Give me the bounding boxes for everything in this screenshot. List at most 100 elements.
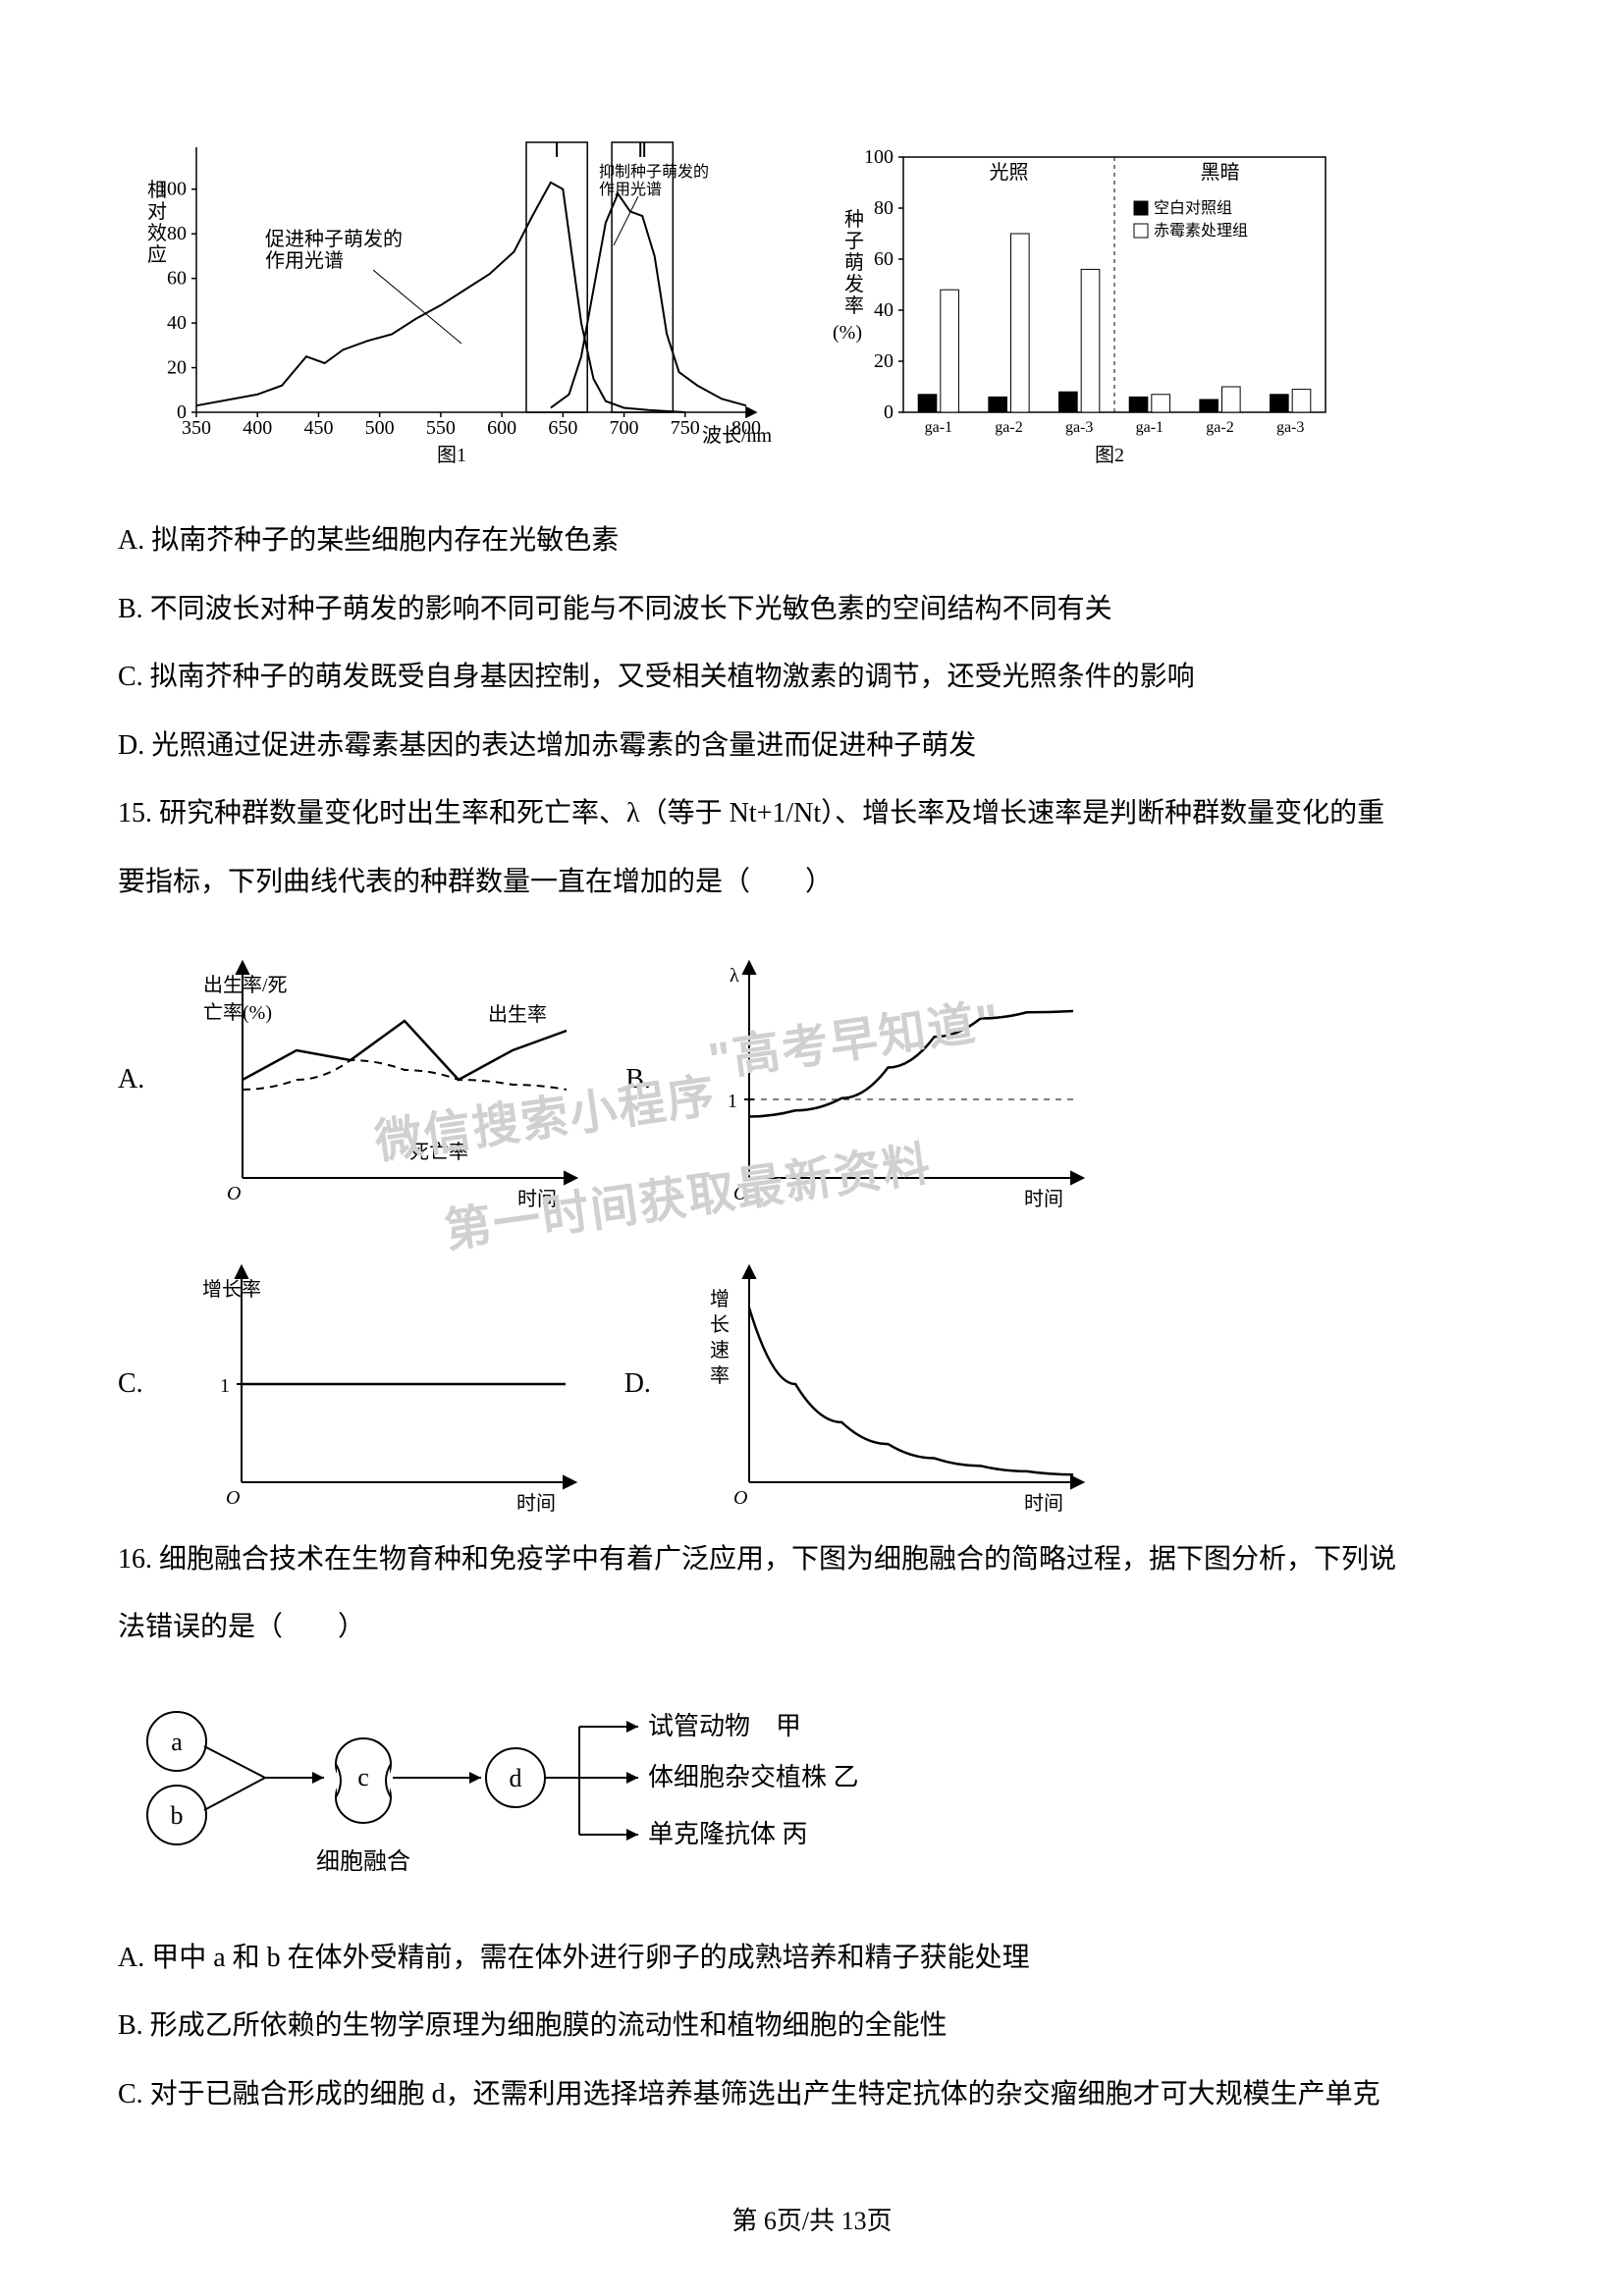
- node-b: b: [171, 1801, 184, 1830]
- svg-text:ga-1: ga-1: [1136, 419, 1164, 436]
- q15A-xlabel: 时间: [517, 1188, 557, 1210]
- q16-C: C. 对于已融合形成的细胞 d，还需利用选择培养基筛选出产生特定抗体的杂交瘤细胞…: [118, 2064, 1506, 2125]
- q15D-yl1: 增: [710, 1288, 730, 1310]
- svg-text:100: 100: [864, 146, 893, 168]
- q15B-ylabel: λ: [730, 965, 739, 987]
- out2: 体细胞杂交植株 乙: [648, 1763, 859, 1791]
- opt-top-D: D. 光照通过促进赤霉素基因的表达增加赤霉素的含量进而促进种子萌发: [118, 716, 1506, 776]
- fig2-caption: 图2: [1095, 445, 1124, 466]
- q15D-yl2: 长: [710, 1313, 730, 1336]
- q16-flow-svg: a b c 细胞融合 d 试管动物 甲 体细胞杂交植株 乙 单克: [118, 1687, 1001, 1903]
- fig2-section-right: 黑暗: [1201, 161, 1240, 184]
- svg-text:100: 100: [157, 179, 187, 200]
- svg-text:20: 20: [874, 350, 893, 372]
- q15D-yl4: 率: [710, 1364, 730, 1387]
- svg-text:500: 500: [365, 417, 395, 439]
- svg-text:600: 600: [487, 417, 516, 439]
- fig2-ylabel-6: (%): [833, 322, 862, 344]
- opt-top-B: B. 不同波长对种子萌发的影响不同可能与不同波长下光敏色素的空间结构不同有关: [118, 579, 1506, 640]
- fig1-box1-label: Ⅰ: [554, 140, 560, 162]
- fig2-ylabel-3: 萌: [844, 251, 864, 274]
- q15-chartC: 增长率 1 O 时间: [183, 1247, 595, 1522]
- q15A-origin: O: [227, 1183, 241, 1204]
- out3: 单克隆抗体 丙: [648, 1820, 808, 1848]
- q15A-birth-label: 出生率: [488, 1003, 547, 1026]
- q15-D-label: D.: [624, 1368, 651, 1400]
- fig2-ylabel-2: 子: [844, 231, 864, 252]
- svg-text:400: 400: [243, 417, 272, 439]
- q16-stem2: 法错误的是（ ）: [118, 1597, 1506, 1658]
- svg-text:450: 450: [303, 417, 333, 439]
- q15-stem1: 15. 研究种群数量变化时出生率和死亡率、λ（等于 Nt+1/Nt）、增长率及增…: [118, 783, 1506, 844]
- fig1-inhibit-label2: 作用光谱: [599, 181, 662, 198]
- fig1-ylabel-3: 效: [147, 222, 167, 244]
- svg-text:40: 40: [167, 312, 187, 334]
- fig1-caption: 图1: [437, 445, 466, 466]
- svg-text:0: 0: [884, 401, 893, 423]
- svg-text:ga-3: ga-3: [1065, 419, 1093, 436]
- svg-text:80: 80: [167, 223, 187, 244]
- q15B-origin: O: [733, 1183, 747, 1204]
- fig2-ylabel-1: 种: [844, 208, 864, 231]
- figure1-container: 相 对 效 应 0 20 40 60 80 100 350 400 450 50…: [118, 118, 785, 471]
- fig2-ylabel-5: 率: [844, 294, 864, 317]
- fig2-section-left: 光照: [990, 161, 1029, 184]
- fusion-label: 细胞融合: [316, 1848, 410, 1875]
- q16-A: A. 甲中 a 和 b 在体外受精前，需在体外进行卵子的成熟培养和精子获能处理: [118, 1928, 1506, 1989]
- q15-chartB: λ 1 O 时间: [690, 942, 1103, 1217]
- fig1-promote-label: 促进种子萌发的: [265, 228, 403, 250]
- q15D-xlabel: 时间: [1024, 1492, 1063, 1515]
- q15A-death-label: 死亡率: [409, 1141, 468, 1163]
- svg-text:ga-2: ga-2: [1206, 419, 1233, 436]
- q15A-yl2: 亡率(%): [203, 1001, 272, 1024]
- q15B-xlabel: 时间: [1024, 1188, 1063, 1210]
- svg-text:ga-2: ga-2: [995, 419, 1022, 436]
- q15C-baseline: 1: [220, 1375, 230, 1397]
- figure2-chart: 种 子 萌 发 率 (%) 0 20 40 60 80 100 光照 黑暗 空白…: [825, 118, 1375, 471]
- q15A-yl1: 出生率/死: [203, 974, 288, 996]
- fig1-ylabel-2: 对: [147, 200, 167, 223]
- q16-diagram: a b c 细胞融合 d 试管动物 甲 体细胞杂交植株 乙 单克: [118, 1687, 1506, 1908]
- svg-text:20: 20: [167, 357, 187, 379]
- q15-row2: C. 增长率 1 O 时间 D. 增 长 速 率 O 时间: [118, 1247, 1506, 1522]
- q16-B: B. 形成乙所依赖的生物学原理为细胞膜的流动性和植物细胞的全能性: [118, 1996, 1506, 2056]
- q15C-origin: O: [226, 1487, 240, 1509]
- svg-text:650: 650: [548, 417, 577, 439]
- svg-text:ga-1: ga-1: [925, 419, 952, 436]
- svg-text:80: 80: [874, 197, 893, 219]
- svg-text:60: 60: [167, 268, 187, 290]
- q15C-ylabel: 增长率: [202, 1278, 261, 1301]
- svg-text:700: 700: [610, 417, 639, 439]
- svg-text:ga-3: ga-3: [1276, 419, 1304, 436]
- svg-text:550: 550: [426, 417, 456, 439]
- fig1-promote-label2: 作用光谱: [265, 249, 344, 272]
- figure2-container: 种 子 萌 发 率 (%) 0 20 40 60 80 100 光照 黑暗 空白…: [825, 118, 1375, 471]
- page-footer: 第 6页/共 13页: [0, 2201, 1624, 2237]
- q15-B-label: B.: [625, 1064, 651, 1095]
- q15D-yl3: 速: [710, 1339, 730, 1362]
- opt-top-C: C. 拟南芥种子的萌发既受自身基因控制，又受相关植物激素的调节，还受光照条件的影…: [118, 647, 1506, 708]
- fig1-ylabel-4: 应: [147, 243, 167, 266]
- node-c: c: [357, 1763, 369, 1791]
- fig1-xlabel: 波长/nm: [702, 424, 773, 447]
- fig1-box2-label: Ⅱ: [637, 140, 647, 162]
- fig1-inhibit-label: 抑制种子萌发的: [599, 163, 709, 181]
- q15-row1: A. 出生率/死 亡率(%) 出生率 死亡率 O 时间 B. λ 1 O 时间: [118, 942, 1506, 1217]
- q15D-origin: O: [733, 1487, 747, 1509]
- svg-text:赤霉素处理组: 赤霉素处理组: [1154, 222, 1248, 240]
- q15C-xlabel: 时间: [516, 1492, 556, 1515]
- q16-stem1: 16. 细胞融合技术在生物育种和免疫学中有着广泛应用，下图为细胞融合的简略过程，…: [118, 1529, 1506, 1590]
- opt-top-A: A. 拟南芥种子的某些细胞内存在光敏色素: [118, 510, 1506, 571]
- q15-C-label: C.: [118, 1368, 143, 1400]
- svg-text:750: 750: [671, 417, 700, 439]
- fig2-ylabel-4: 发: [844, 273, 864, 295]
- out1: 试管动物 甲: [648, 1712, 801, 1740]
- figure1-chart: 相 对 效 应 0 20 40 60 80 100 350 400 450 50…: [118, 118, 785, 471]
- q15-chartD: 增 长 速 率 O 时间: [690, 1247, 1103, 1522]
- svg-text:60: 60: [874, 248, 893, 270]
- node-a: a: [171, 1728, 183, 1756]
- svg-text:空白对照组: 空白对照组: [1154, 199, 1232, 217]
- q15-chartA: 出生率/死 亡率(%) 出生率 死亡率 O 时间: [184, 942, 596, 1217]
- q15-A-label: A.: [118, 1064, 144, 1095]
- svg-text:350: 350: [182, 417, 211, 439]
